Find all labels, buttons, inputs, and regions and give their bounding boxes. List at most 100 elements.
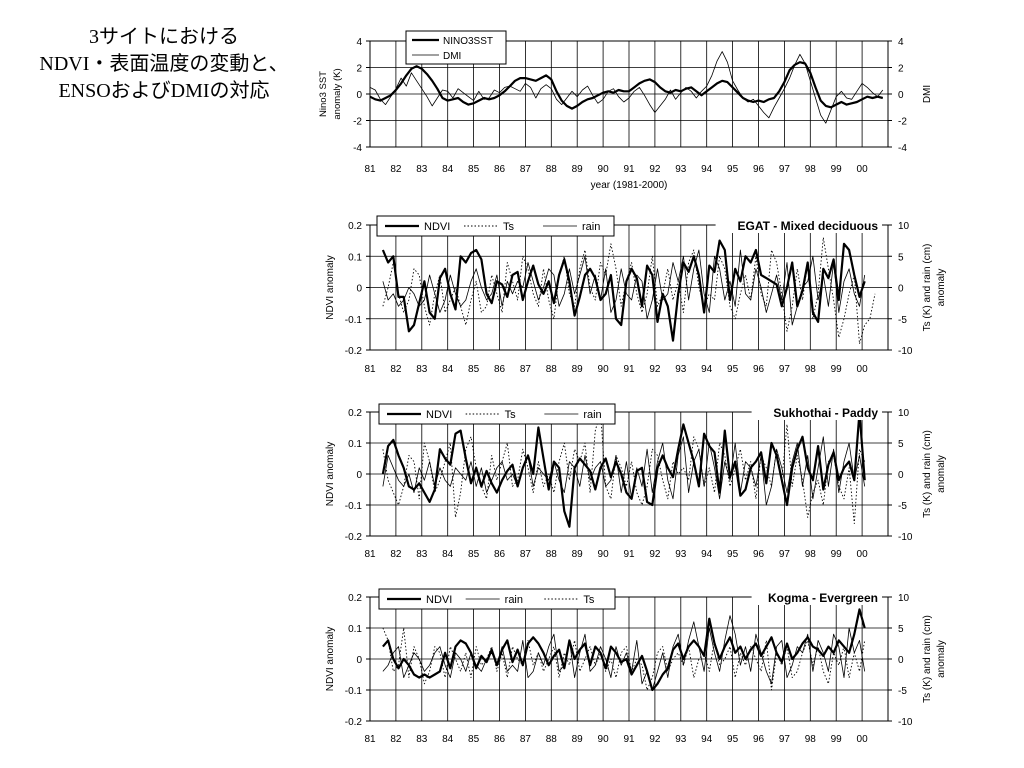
- y2-tick-label: 0: [898, 655, 904, 666]
- x-tick-label: 93: [675, 164, 687, 175]
- series-line-ts: [382, 237, 876, 345]
- y-tick-label: 0.1: [348, 624, 362, 635]
- series-line-ndvi: [382, 608, 866, 692]
- x-tick-label: 97: [779, 164, 791, 175]
- y2-tick-label: -5: [898, 315, 907, 326]
- x-tick-label: 81: [364, 734, 376, 745]
- y2-axis-label: Ts (K) and rain (cm): [922, 615, 933, 703]
- y2-tick-label: 5: [898, 439, 904, 450]
- y2-tick-label: -10: [898, 717, 913, 728]
- y2-tick-label: 5: [898, 624, 904, 635]
- x-tick-label: 84: [442, 549, 454, 560]
- y2-axis-label: anomaly: [936, 640, 947, 678]
- y2-tick-label: 0: [898, 470, 904, 481]
- y2-tick-label: 0: [898, 284, 904, 295]
- x-tick-label: 98: [805, 164, 817, 175]
- x-tick-label: 98: [805, 734, 817, 745]
- legend-label: Ts: [503, 221, 515, 233]
- x-tick-label: 98: [805, 549, 817, 560]
- x-tick-label: 00: [857, 164, 869, 175]
- x-tick-label: 91: [623, 164, 635, 175]
- y-tick-label: -0.1: [345, 501, 363, 512]
- x-tick-label: 87: [520, 164, 532, 175]
- y-tick-label: -0.1: [345, 315, 363, 326]
- legend: NDVI Ts rain: [378, 403, 616, 425]
- y-axis-label: Nino3 SST: [318, 71, 329, 117]
- y2-tick-label: -4: [898, 143, 907, 154]
- x-tick-label: 83: [416, 549, 428, 560]
- x-tick-label: 96: [753, 549, 765, 560]
- x-tick-label: 82: [390, 364, 402, 375]
- x-tick-label: 91: [623, 549, 635, 560]
- x-tick-label: 97: [779, 549, 791, 560]
- x-tick-label: 89: [572, 164, 584, 175]
- series-line-rain: [382, 436, 866, 506]
- y2-tick-label: 4: [898, 37, 904, 48]
- x-tick-label: 91: [623, 734, 635, 745]
- x-tick-label: 92: [649, 549, 661, 560]
- legend-label: rain: [583, 409, 601, 421]
- y-tick-label: 0: [356, 90, 362, 101]
- x-tick-label: 99: [831, 364, 843, 375]
- x-tick-label: 93: [675, 364, 687, 375]
- y2-tick-label: 0: [898, 90, 904, 101]
- x-tick-label: 83: [416, 364, 428, 375]
- y-tick-label: -0.2: [345, 717, 363, 728]
- x-tick-label: 81: [364, 364, 376, 375]
- x-tick-label: 99: [831, 549, 843, 560]
- x-tick-label: 94: [701, 549, 713, 560]
- x-tick-label: 88: [546, 549, 558, 560]
- x-tick-label: 96: [753, 734, 765, 745]
- x-tick-label: 93: [675, 734, 687, 745]
- x-tick-label: 95: [727, 364, 739, 375]
- legend-label: rain: [505, 594, 523, 606]
- x-tick-label: 87: [520, 549, 532, 560]
- x-tick-label: 88: [546, 164, 558, 175]
- y2-tick-label: 10: [898, 593, 910, 604]
- x-axis-label: year (1981-2000): [591, 180, 668, 191]
- y2-tick-label: 10: [898, 408, 910, 419]
- chart-title-bg: [751, 404, 882, 420]
- x-tick-label: 89: [572, 364, 584, 375]
- x-tick-label: 82: [390, 549, 402, 560]
- y-tick-label: 0.2: [348, 408, 362, 419]
- y2-tick-label: -10: [898, 532, 913, 543]
- x-tick-label: 97: [779, 364, 791, 375]
- y2-tick-label: 10: [898, 221, 910, 232]
- legend-box: [405, 30, 507, 65]
- title-line-3: ENSOおよびDMIの対応: [58, 80, 270, 102]
- legend: NDVI rain Ts: [378, 588, 616, 610]
- y-tick-label: 0: [356, 470, 362, 481]
- chart-title: EGAT - Mixed deciduous: [738, 219, 879, 233]
- x-tick-label: 86: [494, 734, 506, 745]
- series-line-rain: [382, 615, 866, 691]
- y-tick-label: 0: [356, 655, 362, 666]
- y-tick-label: -2: [353, 117, 362, 128]
- x-tick-label: 84: [442, 364, 454, 375]
- y2-tick-label: -10: [898, 346, 913, 357]
- y2-tick-label: -5: [898, 686, 907, 697]
- y-tick-label: 2: [356, 64, 362, 75]
- legend-label: DMI: [443, 51, 461, 62]
- x-tick-label: 93: [675, 549, 687, 560]
- x-tick-label: 84: [442, 734, 454, 745]
- x-tick-label: 86: [494, 549, 506, 560]
- x-tick-label: 84: [442, 164, 454, 175]
- x-tick-label: 97: [779, 734, 791, 745]
- legend-label: NINO3SST: [443, 36, 493, 47]
- x-tick-label: 94: [701, 164, 713, 175]
- x-tick-label: 86: [494, 164, 506, 175]
- y-tick-label: 0.2: [348, 593, 362, 604]
- y-axis-label: NDVI anomaly: [325, 442, 336, 506]
- x-tick-label: 85: [468, 734, 480, 745]
- series-line-nino3sst: [369, 61, 884, 110]
- legend-box: [378, 403, 616, 425]
- legend-label: NDVI: [424, 221, 450, 233]
- x-tick-label: 90: [598, 364, 610, 375]
- x-tick-label: 82: [390, 164, 402, 175]
- x-tick-label: 89: [572, 734, 584, 745]
- series-line-ndvi: [381, 239, 866, 342]
- y-tick-label: 0.1: [348, 439, 362, 450]
- x-tick-label: 82: [390, 734, 402, 745]
